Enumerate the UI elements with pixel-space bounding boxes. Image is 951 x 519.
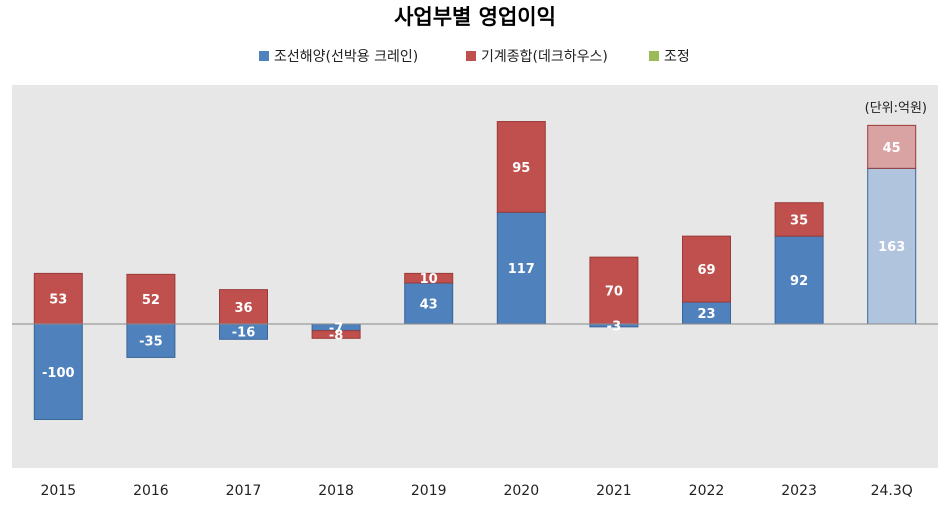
data-label-shipbuilding-2016: -35 bbox=[139, 335, 163, 350]
bar-shipbuilding-2015 bbox=[33, 323, 83, 420]
data-label-shipbuilding-2017: -16 bbox=[232, 326, 256, 341]
data-label-shipbuilding-2022: 23 bbox=[697, 307, 715, 322]
x-axis-ticks: 2015 2016 2017 2018 2019 2020 2021 2022 2023 24.3… bbox=[40, 483, 912, 499]
x-tick-label-2021: 2021 bbox=[596, 483, 632, 499]
x-tick-label-2015: 2015 bbox=[40, 483, 76, 499]
x-tick-label-2017: 2017 bbox=[226, 483, 262, 499]
bar-machinery-2023 bbox=[774, 202, 824, 237]
data-label-shipbuilding-2019: 43 bbox=[420, 297, 438, 312]
data-label-machinery-24.3Q: 45 bbox=[883, 141, 901, 156]
x-tick-label-2023: 2023 bbox=[781, 483, 817, 499]
data-label-machinery-2022: 69 bbox=[697, 263, 715, 278]
bar-machinery-2018 bbox=[311, 330, 361, 339]
x-tick-label-2020: 2020 bbox=[503, 483, 539, 499]
bar-shipbuilding-24.3Q bbox=[867, 167, 917, 325]
data-label-shipbuilding-2023: 92 bbox=[790, 274, 808, 289]
bar-shipbuilding-2023 bbox=[774, 235, 824, 325]
legend-label-machinery: 기계종합(데크하우스) bbox=[481, 49, 608, 65]
data-label-machinery-2020: 95 bbox=[512, 161, 530, 176]
bar-machinery-2021 bbox=[589, 256, 639, 325]
data-labels: -100 53 -35 52 -16 36 -7-8 43 10 117 95 -3 70 23 69 92 3… bbox=[42, 141, 905, 381]
data-label-shipbuilding-24.3Q: 163 bbox=[878, 240, 905, 255]
legend-swatch-adjustment bbox=[649, 51, 659, 61]
data-label-shipbuilding-2015: -100 bbox=[42, 366, 75, 381]
bar-machinery-2019 bbox=[404, 272, 454, 284]
legend-label-adjustment: 조정 bbox=[664, 49, 690, 65]
x-tick-label-24.3Q: 24.3Q bbox=[871, 483, 913, 499]
data-label-shipbuilding-2021: -3 bbox=[607, 319, 621, 334]
bar-shipbuilding-2016 bbox=[126, 323, 176, 358]
data-label-machinery-2018: -8 bbox=[329, 329, 343, 344]
x-tick-label-2018: 2018 bbox=[318, 483, 354, 499]
bar-machinery-2022 bbox=[682, 235, 731, 303]
data-label-machinery-2023: 35 bbox=[790, 213, 808, 228]
unit-label: (단위:억원) bbox=[865, 101, 927, 116]
legend-label-shipbuilding: 조선해양(선박용 크레인) bbox=[274, 49, 418, 65]
bars bbox=[33, 121, 917, 420]
data-label-machinery-2017: 36 bbox=[234, 301, 252, 316]
bar-machinery-2017 bbox=[219, 289, 268, 325]
data-label-shipbuilding-2020: 117 bbox=[508, 262, 535, 277]
bar-machinery-24.3Q bbox=[867, 124, 917, 169]
legend-swatch-machinery bbox=[466, 51, 476, 61]
bar-machinery-2020 bbox=[496, 121, 546, 213]
legend: 조선해양(선박용 크레인) 기계종합(데크하우스) 조정 bbox=[259, 49, 690, 65]
chart-title: 사업부별 영업이익 bbox=[394, 5, 556, 29]
data-label-machinery-2019: 10 bbox=[420, 272, 438, 287]
bar-shipbuilding-2019 bbox=[404, 282, 454, 325]
x-tick-label-2022: 2022 bbox=[689, 483, 725, 499]
legend-swatch-shipbuilding bbox=[259, 51, 269, 61]
data-label-machinery-2015: 53 bbox=[49, 293, 67, 308]
bar-machinery-2015 bbox=[33, 272, 83, 325]
x-tick-label-2019: 2019 bbox=[411, 483, 447, 499]
data-label-machinery-2016: 52 bbox=[142, 293, 160, 308]
data-label-shipbuilding-2018: -7 bbox=[329, 321, 343, 336]
data-label-machinery-2021: 70 bbox=[605, 285, 623, 300]
x-tick-label-2016: 2016 bbox=[133, 483, 169, 499]
